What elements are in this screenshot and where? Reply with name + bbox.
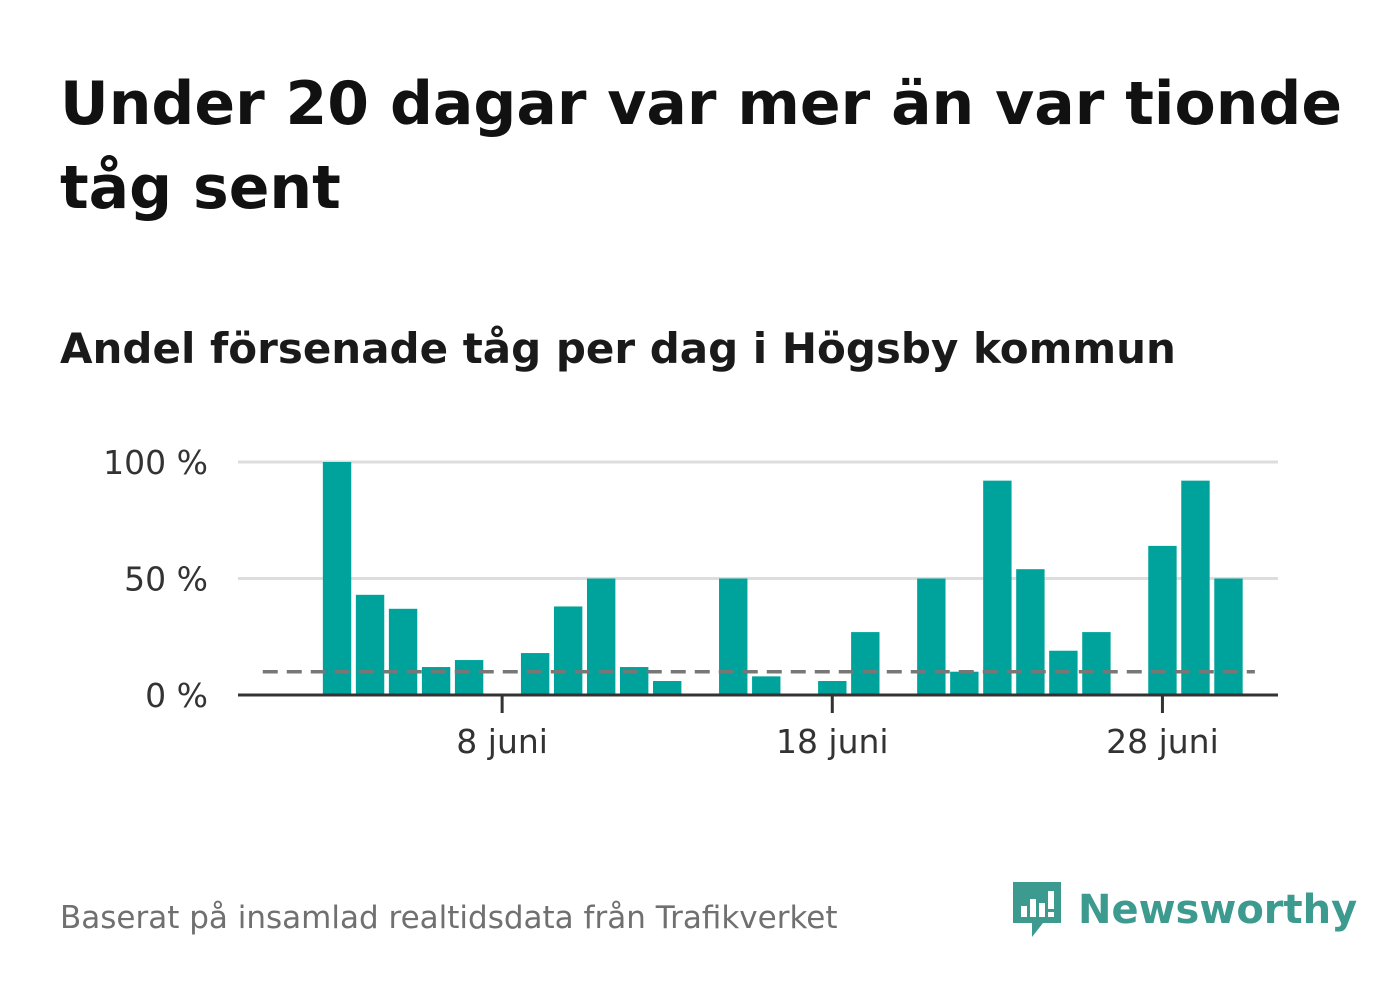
chart-title: Under 20 dagar var mer än var tionde tåg… xyxy=(60,69,1343,223)
x-tick-label: 18 juni xyxy=(776,722,889,761)
bar-day-30 xyxy=(1214,578,1243,695)
source-note: Baserat på insamlad realtidsdata från Tr… xyxy=(60,900,838,936)
bar-day-19 xyxy=(851,632,880,695)
newsworthy-logo-icon xyxy=(1013,882,1061,937)
bar-day-15 xyxy=(719,578,748,695)
chart-subtitle: Andel försenade tåg per dag i Högsby kom… xyxy=(60,324,1176,373)
bar-day-9 xyxy=(520,653,550,695)
brand-logo: Newsworthy xyxy=(1010,878,1357,942)
bars xyxy=(322,462,1243,695)
bar-chart: 0 % 50 % 100 % 8 juni 18 juni 28 juni xyxy=(103,443,1278,761)
bar-day-21 xyxy=(917,578,946,695)
axes: 0 % 50 % 100 % 8 juni 18 juni 28 juni xyxy=(103,443,1278,761)
bar-day-13 xyxy=(653,681,682,695)
brand-name: Newsworthy xyxy=(1078,887,1358,933)
bar-day-24 xyxy=(1016,569,1045,695)
bar-day-23 xyxy=(983,480,1012,695)
grid-lines xyxy=(238,460,1278,580)
bar-day-7 xyxy=(454,660,484,695)
bar-day-18 xyxy=(818,681,847,695)
x-tick-label: 28 juni xyxy=(1106,722,1219,761)
bar-day-29 xyxy=(1181,480,1210,695)
bar-day-16 xyxy=(752,676,781,695)
bar-day-22 xyxy=(950,671,979,695)
y-tick-label: 100 % xyxy=(103,443,208,482)
y-tick-label: 50 % xyxy=(124,560,208,599)
bar-day-3 xyxy=(322,462,352,695)
x-tick-label: 8 juni xyxy=(456,722,548,761)
bar-day-26 xyxy=(1082,632,1111,695)
bar-day-5 xyxy=(388,608,418,695)
bar-day-11 xyxy=(586,578,616,695)
bar-day-10 xyxy=(553,606,583,695)
bar-day-4 xyxy=(355,594,385,695)
y-tick-label: 0 % xyxy=(145,676,208,715)
